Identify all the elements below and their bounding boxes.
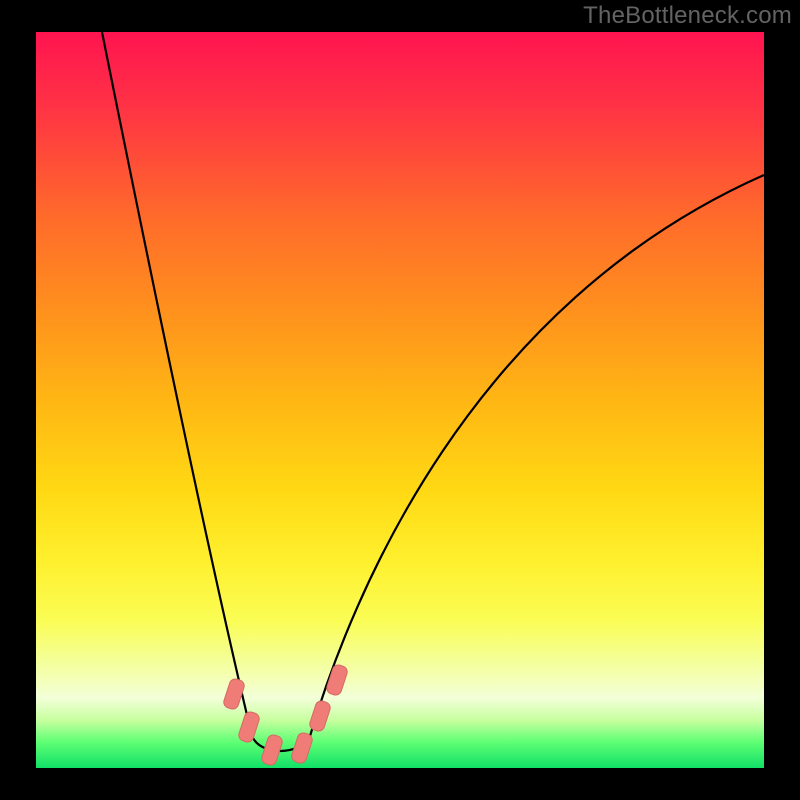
watermark-text: TheBottleneck.com (583, 2, 792, 30)
chart-background-gradient (36, 32, 764, 768)
chart-root: TheBottleneck.com (0, 0, 800, 800)
bottleneck-chart (0, 0, 800, 800)
